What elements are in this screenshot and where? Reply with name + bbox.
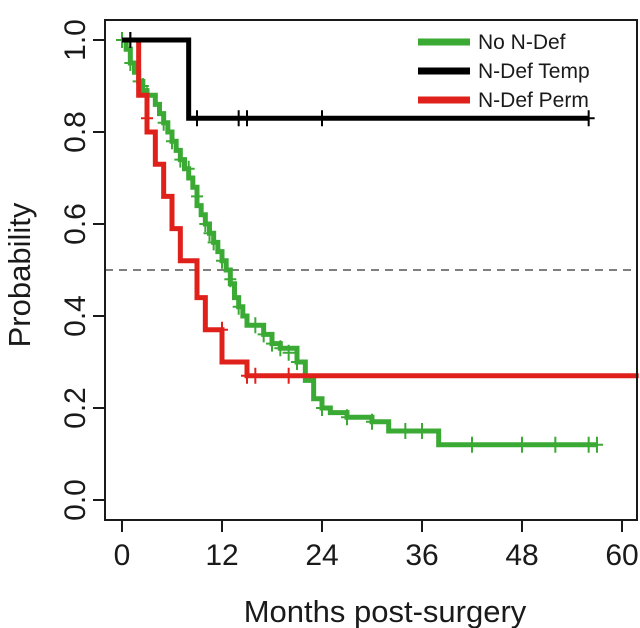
censor-mark <box>366 413 378 430</box>
y-tick-label: 0.2 <box>59 387 92 429</box>
x-tick-label: 24 <box>305 539 338 572</box>
censor-mark <box>174 151 187 168</box>
censor-mark <box>216 252 228 269</box>
censor-mark <box>274 340 287 357</box>
series-n-def-temp <box>122 32 595 127</box>
censor-mark <box>399 423 412 439</box>
censor-mark <box>591 436 603 453</box>
censor-mark <box>416 423 428 439</box>
censor-mark <box>266 335 278 352</box>
censor-mark <box>341 409 353 426</box>
y-tick-label: 1.0 <box>59 19 92 61</box>
x-tick-label: 12 <box>205 539 238 572</box>
censor-mark <box>549 436 562 453</box>
censor-mark <box>282 367 295 384</box>
y-axis-title: Probability <box>2 202 37 347</box>
censor-mark <box>516 436 528 453</box>
censor-mark <box>291 354 303 370</box>
censor-mark <box>157 114 170 131</box>
legend-label: N-Def Temp <box>478 60 590 83</box>
censor-mark <box>199 216 212 232</box>
legend: No N-Def N-Def Temp N-Def Perm <box>418 31 590 112</box>
legend-label: No N-Def <box>478 31 566 54</box>
plot-frame <box>104 19 638 521</box>
censor-mark <box>124 32 137 48</box>
censor-mark <box>232 298 245 315</box>
series-line <box>122 37 589 121</box>
censor-mark <box>141 110 153 127</box>
censor-mark <box>257 326 270 343</box>
censor-mark <box>582 110 595 127</box>
y-tick-label: 0.0 <box>59 479 92 521</box>
censor-mark <box>124 55 137 71</box>
censor-mark <box>203 225 216 242</box>
censor-mark <box>282 344 295 361</box>
censor-mark <box>241 110 253 127</box>
censor-mark <box>316 400 328 416</box>
censor-mark <box>466 436 478 453</box>
x-tick-label: 60 <box>605 539 638 572</box>
censor-mark <box>249 317 262 334</box>
y-tick-label: 0.4 <box>59 295 92 337</box>
censor-mark <box>166 133 178 150</box>
censor-mark <box>249 367 262 384</box>
axes-layer: 0 12 24 36 48 60 0.0 0.2 0.4 0.6 0.8 1.0 <box>59 19 639 572</box>
y-tick-label: 0.6 <box>59 203 92 245</box>
censor-mark <box>182 160 195 177</box>
censor-mark <box>191 188 203 205</box>
censor-mark <box>316 110 328 127</box>
x-tick-label: 0 <box>114 539 131 572</box>
x-axis-title: Months post-surgery <box>244 594 527 628</box>
censor-mark <box>191 110 203 127</box>
x-tick-label: 36 <box>405 539 438 572</box>
legend-label: N-Def Perm <box>478 89 589 112</box>
y-tick-label: 0.8 <box>59 111 92 153</box>
censor-mark <box>216 321 228 338</box>
censor-mark <box>207 234 220 251</box>
x-tick-label: 48 <box>505 539 538 572</box>
series-layer <box>116 32 639 453</box>
censor-mark <box>224 271 237 288</box>
